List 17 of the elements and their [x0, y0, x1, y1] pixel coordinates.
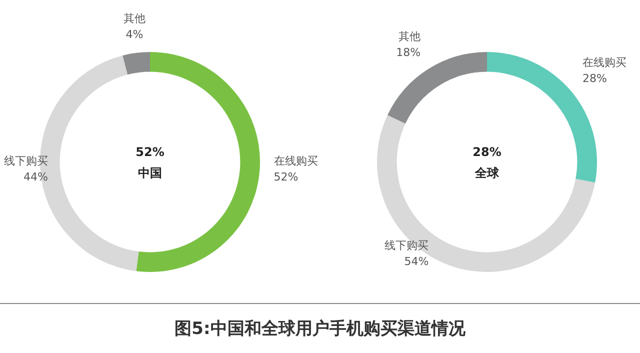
text: 28% — [472, 145, 502, 160]
data-label: 28% — [582, 72, 607, 85]
data-label: 54% — [404, 254, 429, 268]
slice-label: 其他 — [123, 12, 146, 25]
data-label: 44% — [24, 170, 48, 184]
slice-label: 在线购买 — [582, 56, 627, 69]
slice-label: 在线购买 — [274, 154, 318, 168]
data-label: 18% — [396, 46, 421, 60]
caption: 图5:中国和全球用户手机购买渠道情况 — [174, 318, 466, 340]
text: 52% — [136, 145, 164, 160]
slice-label: 其他 — [398, 30, 421, 44]
text: 全球 — [474, 166, 500, 180]
data-label: 4% — [126, 28, 144, 41]
slice-label: 线下购买 — [384, 238, 429, 252]
slice-label: 线下购买 — [4, 154, 48, 168]
text: 中国 — [138, 166, 162, 180]
data-label: 52% — [274, 170, 298, 184]
